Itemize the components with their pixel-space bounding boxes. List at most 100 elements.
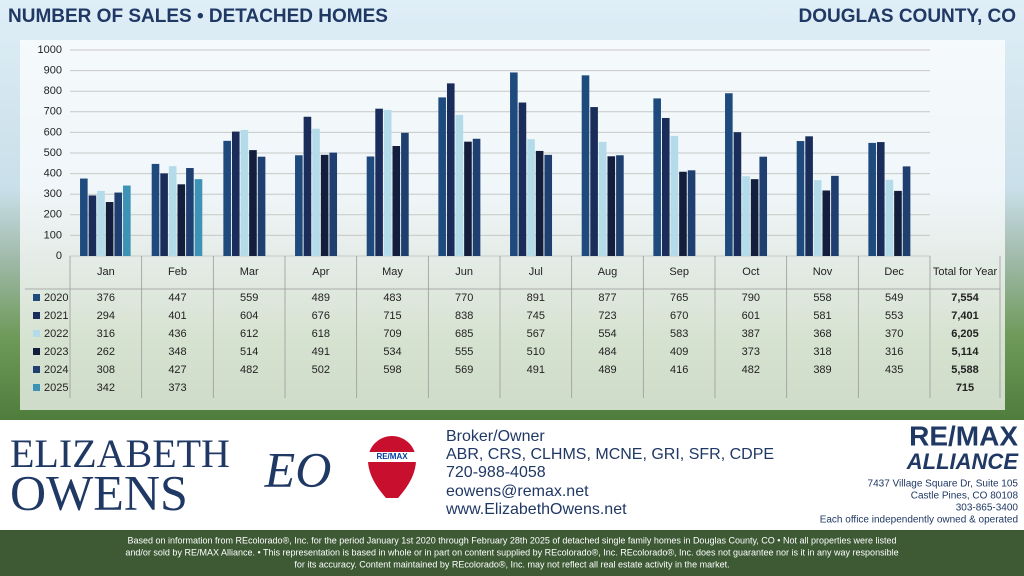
bar — [725, 93, 733, 256]
table-value: 489 — [312, 292, 330, 304]
legend-label: 2024 — [44, 364, 68, 376]
bar — [383, 109, 392, 256]
table-value: 555 — [455, 346, 473, 358]
legend-swatch — [33, 366, 40, 373]
table-value: 483 — [383, 292, 401, 304]
table-value: 709 — [383, 328, 401, 340]
balloon — [368, 436, 416, 498]
bar — [105, 202, 114, 256]
legend-swatch — [33, 384, 40, 391]
x-tick-label: Nov — [813, 266, 833, 278]
x-tick-label: Sep — [669, 266, 689, 278]
table-value: 723 — [598, 310, 616, 322]
bar — [168, 166, 177, 256]
email: eowens@remax.net — [446, 483, 589, 500]
table-total: 5,114 — [952, 346, 980, 358]
table-value: 262 — [97, 346, 115, 358]
bar — [518, 102, 527, 256]
office-note: Each office independently owned & operat… — [820, 515, 1018, 526]
table-value: 491 — [312, 346, 330, 358]
y-tick-label: 600 — [44, 126, 62, 138]
table-value: 670 — [670, 310, 688, 322]
table-value: 482 — [742, 364, 760, 376]
bar — [902, 166, 911, 256]
table-value: 342 — [97, 382, 115, 394]
y-tick-label: 0 — [56, 250, 62, 262]
table-value: 370 — [885, 328, 903, 340]
table-value: 534 — [383, 346, 401, 358]
bar — [392, 145, 401, 256]
bar — [527, 139, 535, 256]
bar — [401, 132, 409, 256]
table-value: 770 — [455, 292, 473, 304]
table-value: 373 — [168, 382, 186, 394]
bar — [114, 192, 123, 256]
total-header: Total for Year — [933, 266, 998, 278]
bar — [742, 176, 750, 256]
table-value: 376 — [97, 292, 115, 304]
table-value: 685 — [455, 328, 473, 340]
table-value: 553 — [885, 310, 903, 322]
table-value: 348 — [168, 346, 186, 358]
bar — [151, 163, 160, 256]
legend-swatch — [33, 312, 40, 319]
table-value: 373 — [742, 346, 760, 358]
bar — [733, 132, 742, 256]
table-value: 316 — [97, 328, 115, 340]
table-value: 387 — [742, 328, 760, 340]
bar — [455, 114, 464, 256]
bar — [303, 116, 312, 256]
bar — [123, 185, 131, 256]
role: Broker/Owner — [446, 428, 545, 445]
legend-swatch — [33, 330, 40, 337]
table-value: 567 — [527, 328, 545, 340]
disclaimer-band — [0, 530, 1024, 576]
x-tick-label: Oct — [742, 266, 759, 278]
bar — [759, 156, 768, 256]
monogram: EO — [264, 441, 332, 497]
y-tick-label: 200 — [44, 209, 62, 221]
table-value: 877 — [598, 292, 616, 304]
table-value: 549 — [885, 292, 903, 304]
table-value: 612 — [240, 328, 258, 340]
table-value: 491 — [527, 364, 545, 376]
bar — [544, 154, 553, 256]
bar — [616, 155, 624, 256]
bar — [295, 155, 303, 256]
table-value: 604 — [240, 310, 258, 322]
y-tick-label: 700 — [44, 106, 62, 118]
bar — [510, 72, 518, 256]
table-total: 7,401 — [951, 310, 979, 322]
bar — [249, 150, 257, 256]
x-tick-label: Jan — [97, 266, 115, 278]
table-value: 601 — [742, 310, 760, 322]
table-value: 401 — [168, 310, 186, 322]
y-tick-label: 100 — [44, 229, 62, 241]
agent-last: OWENS — [10, 464, 188, 520]
address2: Castle Pines, CO 80108 — [911, 491, 1019, 502]
table-value: 316 — [885, 346, 903, 358]
website: www.ElizabethOwens.net — [445, 501, 627, 518]
bar — [375, 108, 383, 257]
table-value: 715 — [383, 310, 401, 322]
y-tick-label: 800 — [44, 85, 62, 97]
legend-label: 2020 — [44, 292, 68, 304]
bar — [231, 131, 240, 256]
x-tick-label: Feb — [168, 266, 187, 278]
bar — [796, 141, 805, 256]
bar — [312, 128, 320, 256]
table-value: 482 — [240, 364, 258, 376]
table-value: 581 — [813, 310, 831, 322]
table-value: 389 — [813, 364, 831, 376]
x-tick-label: Dec — [884, 266, 904, 278]
bar — [822, 190, 831, 256]
bar — [366, 156, 375, 256]
table-value: 838 — [455, 310, 473, 322]
table-value: 484 — [598, 346, 616, 358]
table-value: 790 — [742, 292, 760, 304]
agent-first: ELIZABETH — [10, 431, 230, 476]
bar — [320, 154, 329, 256]
bar — [177, 184, 186, 256]
bar — [581, 75, 590, 256]
